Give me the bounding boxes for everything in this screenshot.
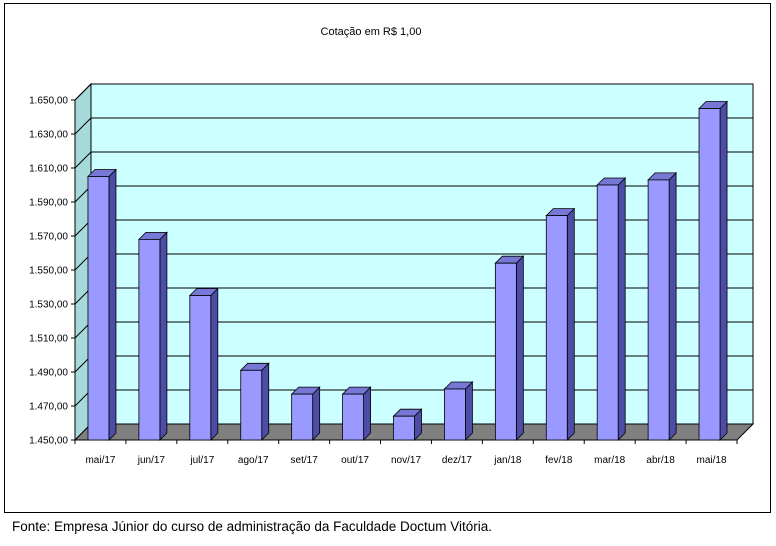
bar [698, 108, 721, 441]
bar-side [566, 207, 575, 441]
source-note: Fonte: Empresa Júnior do curso de admini… [12, 519, 492, 534]
bar [393, 415, 415, 441]
x-tick-label: mai/17 [85, 455, 115, 466]
bar [291, 393, 314, 441]
bar-side [719, 100, 728, 441]
y-tick-label: 1.450,00 [29, 436, 68, 447]
y-tick-label: 1.490,00 [29, 368, 68, 379]
y-tick-label: 1.570,00 [29, 232, 68, 243]
y-tick-label: 1.610,00 [29, 164, 68, 175]
bar [545, 215, 568, 441]
bar [87, 176, 110, 441]
bar-chart: Cotação em R$ 1,00 1.450,00 1.470,00 1.490… [29, 26, 755, 466]
y-tick-label: 1.530,00 [29, 300, 68, 311]
x-tick-label: mar/18 [594, 455, 626, 466]
x-tick-label: dez/17 [442, 455, 472, 466]
y-tick-label: 1.470,00 [29, 402, 68, 413]
bar-side [261, 362, 270, 441]
gridline [74, 83, 753, 101]
x-tick-label: set/17 [291, 455, 319, 466]
gridline [74, 151, 753, 169]
bar-side [312, 386, 321, 441]
chart-title: Cotação em R$ 1,00 [321, 26, 422, 38]
bar [596, 184, 619, 441]
x-tick-label: abr/18 [646, 455, 675, 466]
bar [494, 262, 517, 441]
bar-side [159, 231, 168, 441]
gridline [74, 117, 753, 135]
x-tick-label: jul/17 [189, 455, 214, 466]
bar-side [363, 386, 371, 441]
bar [189, 295, 212, 441]
bar-side [668, 171, 677, 441]
x-tick-label: jun/17 [137, 455, 166, 466]
y-tick-label: 1.630,00 [29, 130, 68, 141]
bar [138, 238, 161, 441]
x-tick-label: mai/18 [697, 455, 727, 466]
y-tick-label: 1.550,00 [29, 266, 68, 277]
x-tick-label: nov/17 [391, 455, 421, 466]
y-tick-label: 1.510,00 [29, 334, 68, 345]
x-tick-label: jan/18 [493, 455, 522, 466]
y-tick-label: 1.590,00 [29, 198, 68, 209]
bar [342, 393, 364, 441]
bar-side [617, 177, 626, 441]
bar-side [465, 381, 473, 441]
bar-side [210, 287, 219, 441]
x-tick-label: ago/17 [238, 455, 269, 466]
bar [647, 179, 670, 441]
x-tick-label: out/17 [341, 455, 369, 466]
x-tick-label: fev/18 [545, 455, 573, 466]
y-tick-label: 1.650,00 [29, 96, 68, 107]
bar [444, 388, 466, 441]
bar [240, 369, 263, 441]
chart-frame: Cotação em R$ 1,00 1.450,00 1.470,00 1.490… [4, 3, 771, 513]
bar-side [515, 255, 524, 441]
bar-side [108, 168, 117, 441]
